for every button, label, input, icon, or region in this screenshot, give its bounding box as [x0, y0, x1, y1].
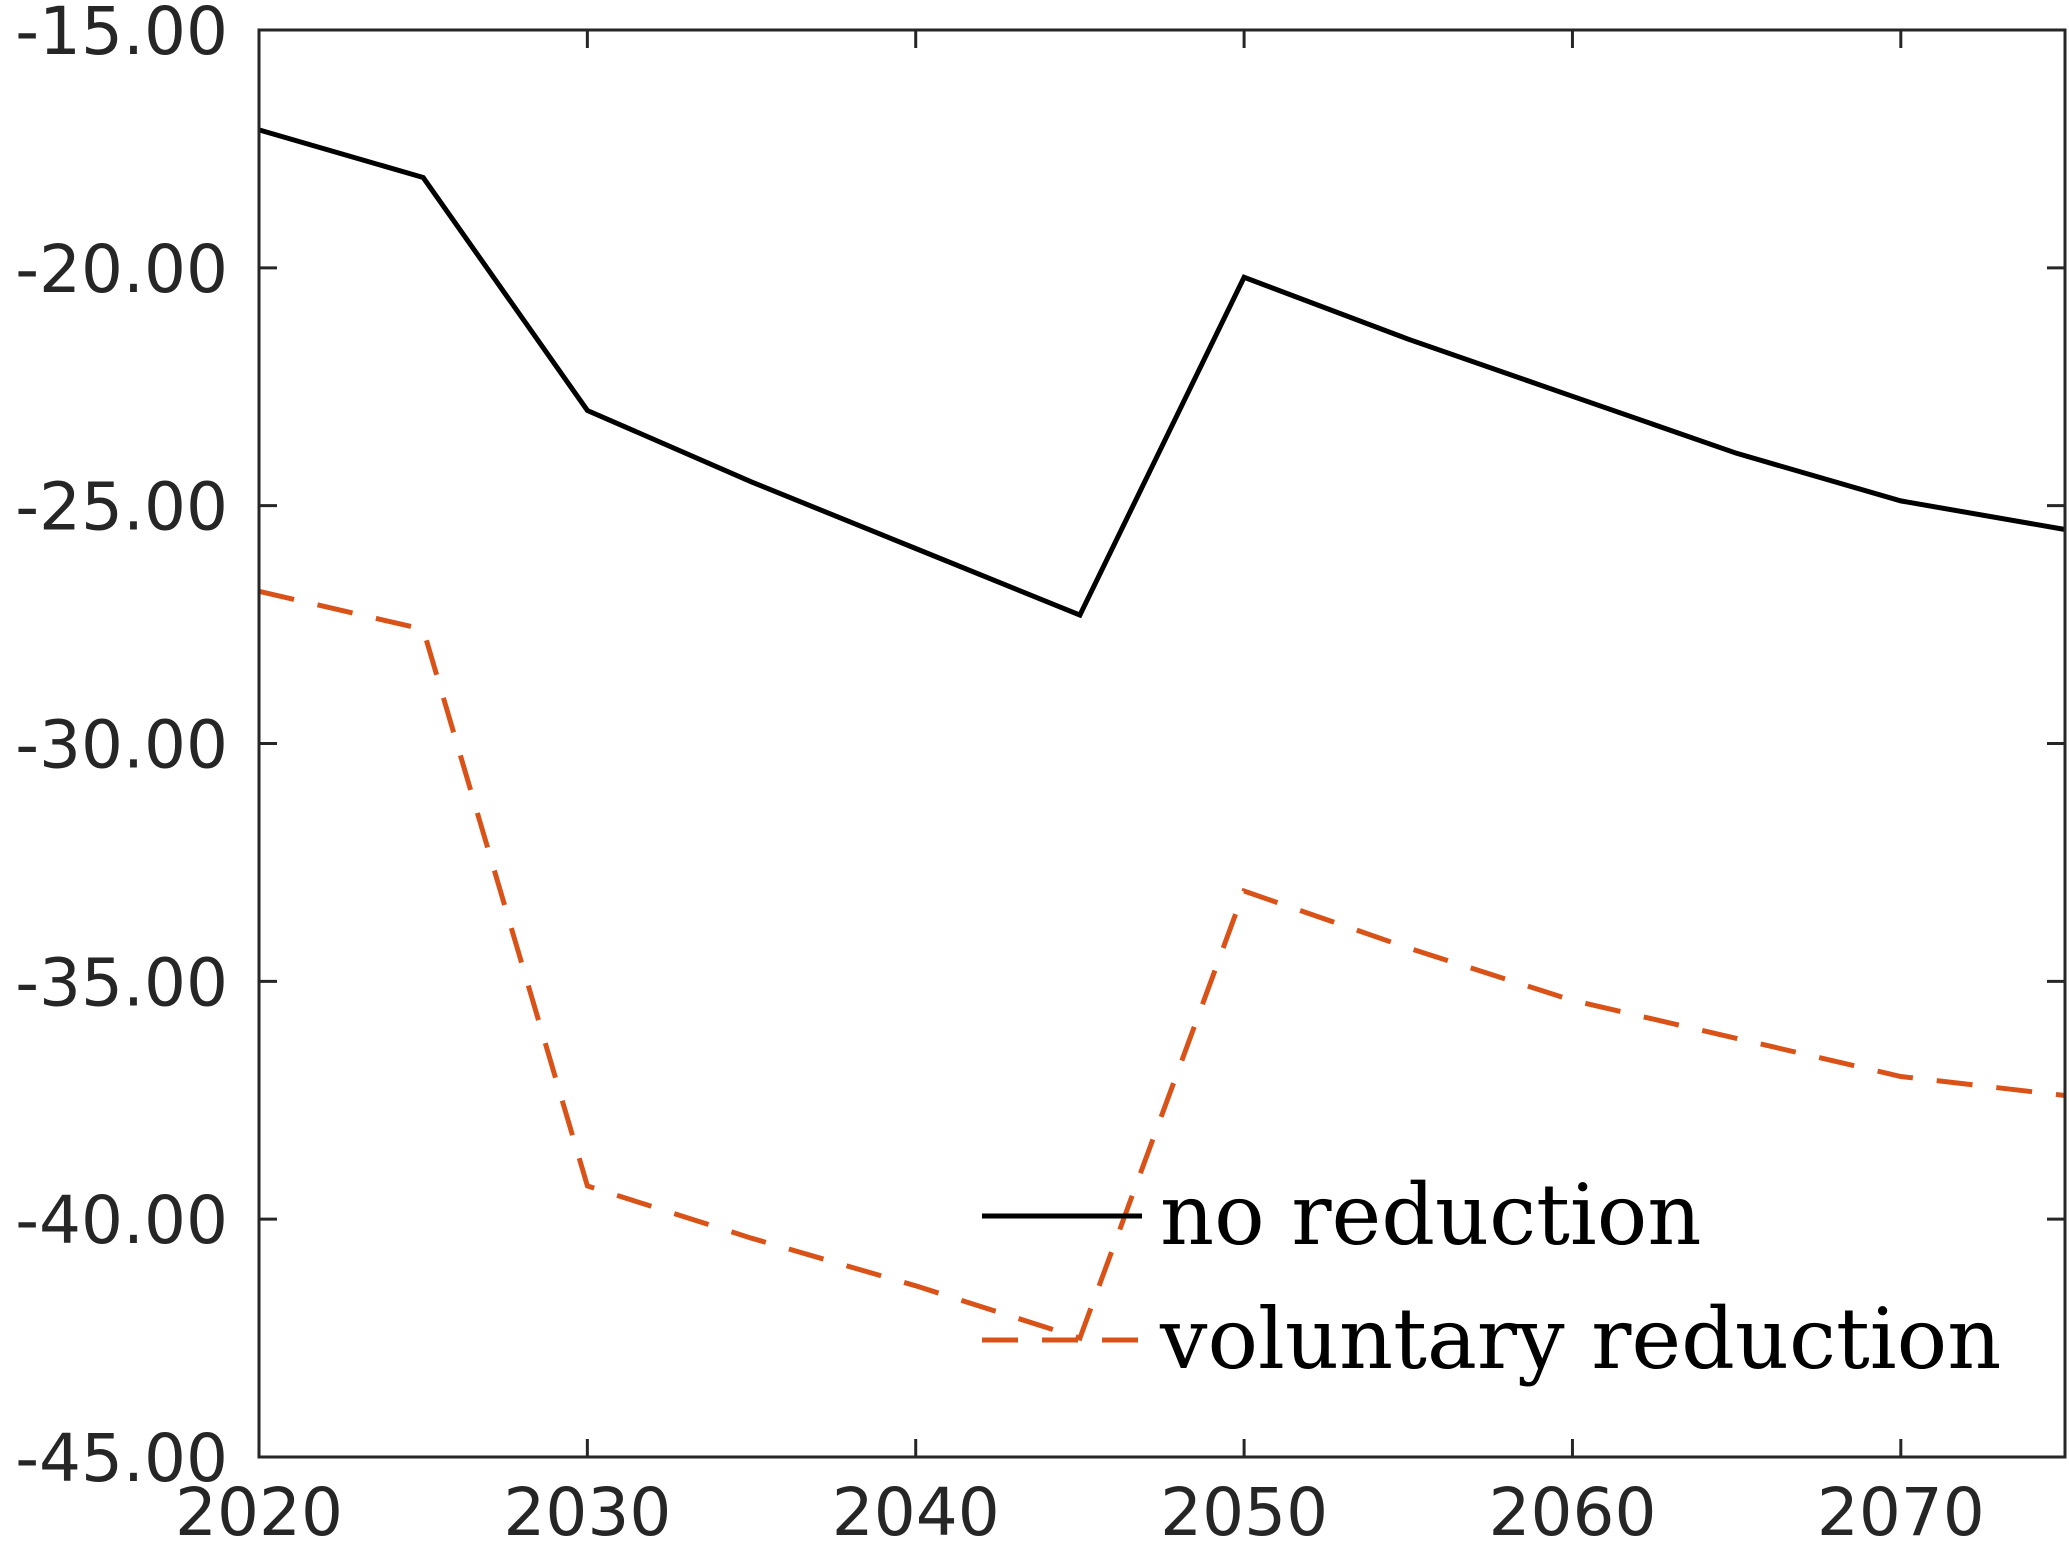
plot-frame: [257, 28, 2067, 1459]
axis-tick-labels: 2020 2030 2040 2050 2060 2070 -15.00 -20.00 -25.…: [15, 0, 1985, 1551]
series-line-no-reduction: [258, 127, 2066, 619]
y-tick-label: -40.00: [15, 1182, 228, 1259]
y-tick-label: -45.00: [15, 1420, 228, 1497]
legend-label: no reduction: [1160, 1166, 1701, 1264]
x-tick-label: 2020: [175, 1474, 343, 1551]
y-tick-label: -15.00: [15, 0, 228, 70]
y-tick-label: -20.00: [15, 231, 228, 308]
x-tick-label: 2030: [503, 1474, 671, 1551]
series-line-voluntary-reduction: [258, 588, 2066, 1342]
plot-background: [259, 30, 2065, 1457]
y-tick-label: -35.00: [15, 944, 228, 1021]
legend: no reduction voluntary reduction: [982, 1166, 2001, 1388]
x-tick-label: 2060: [1488, 1474, 1656, 1551]
legend-label: voluntary reduction: [1159, 1290, 2001, 1388]
series-layer: [258, 127, 2066, 1342]
x-tick-label: 2040: [832, 1474, 1000, 1551]
x-tick-label: 2070: [1817, 1474, 1985, 1551]
y-tick-label: -30.00: [15, 707, 228, 784]
x-tick-label: 2050: [1160, 1474, 1328, 1551]
y-tick-label: -25.00: [15, 469, 228, 546]
